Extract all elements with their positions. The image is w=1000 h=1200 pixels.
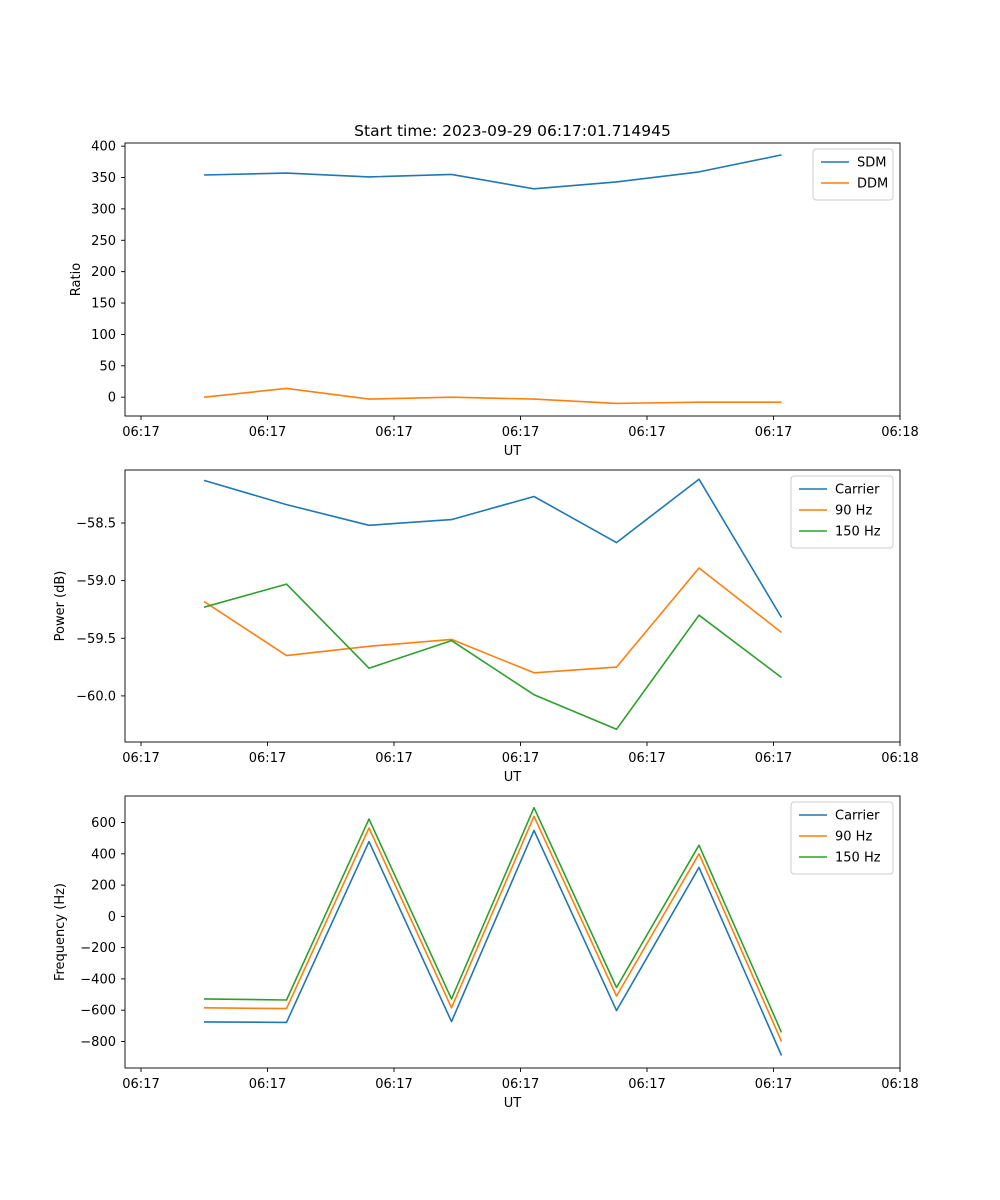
x-tick-label: 06:17 [375, 1077, 412, 1092]
y-tick-label: −60.0 [76, 689, 116, 704]
y-tick-label: 350 [91, 171, 116, 186]
y-tick-label: −800 [80, 1035, 116, 1050]
subplots: 06:17 06:17 06:17 06:17 06:17 06:17 06:18 0 50 10… [53, 140, 919, 1111]
x-tick-label: 06:17 [628, 425, 665, 440]
y-tick-label: 400 [91, 140, 116, 155]
legend: SDM DDM [812, 148, 894, 201]
series-line-ddm [203, 387, 782, 405]
x-tick-label: 06:17 [122, 751, 159, 766]
x-tick-label: 06:17 [249, 425, 286, 440]
x-tick-label: 06:17 [122, 1077, 159, 1092]
subplot-2: 06:17 06:17 06:17 06:17 06:17 06:17 06:18 −60.0… [53, 469, 919, 785]
legend: Carrier 90 Hz 150 Hz [790, 801, 894, 875]
y-tick-label: 600 [91, 816, 116, 831]
x-tick-label: 06:17 [755, 1077, 792, 1092]
y-axis-label: Frequency (Hz) [53, 883, 68, 981]
x-tick-label: 06:17 [628, 1077, 665, 1092]
y-tick-label: 50 [99, 359, 116, 374]
series-line-90-hz [203, 815, 783, 1042]
legend-label: 90 Hz [835, 830, 872, 845]
y-axis-label: Ratio [69, 263, 84, 296]
legend-label: 150 Hz [835, 851, 881, 866]
y-tick-label: −58.5 [76, 517, 116, 532]
y-tick-label: 200 [91, 879, 116, 894]
legend-box [790, 475, 894, 549]
legend-label: 150 Hz [835, 525, 881, 540]
legend-label: Carrier [835, 483, 880, 498]
legend-label: SDM [857, 156, 886, 171]
series-line-carrier [203, 829, 783, 1056]
x-tick-label: 06:17 [249, 751, 286, 766]
y-tick-label: 300 [91, 202, 116, 217]
y-tick-label: −400 [80, 972, 116, 987]
x-tick-label: 06:17 [122, 425, 159, 440]
y-tick-label: −600 [80, 1004, 116, 1019]
y-tick-label: 200 [91, 265, 116, 280]
x-axis-label: UT [504, 444, 522, 459]
legend-label: Carrier [835, 809, 880, 824]
axes-frame [124, 142, 901, 417]
y-tick-label: −59.5 [76, 632, 116, 647]
series-line-carrier [203, 478, 783, 618]
y-tick-label: 100 [91, 328, 116, 343]
axes-frame [124, 795, 901, 1069]
x-tick-label: 06:17 [502, 425, 539, 440]
y-tick-label: 150 [91, 297, 116, 312]
axes-frame [124, 469, 901, 743]
x-axis-label: UT [504, 1096, 522, 1111]
legend: Carrier 90 Hz 150 Hz [790, 475, 894, 549]
x-tick-label: 06:18 [881, 425, 918, 440]
series-line-90-hz [203, 567, 782, 674]
subplot-3: 06:17 06:17 06:17 06:17 06:17 06:17 06:18 −800 −… [53, 795, 919, 1111]
subplot-1: 06:17 06:17 06:17 06:17 06:17 06:17 06:18 0 50 10… [69, 140, 919, 459]
series-line-150-hz [203, 806, 783, 1033]
y-tick-label: −200 [80, 941, 116, 956]
x-axis-label: UT [504, 770, 522, 785]
legend-box [790, 801, 894, 875]
x-tick-label: 06:17 [375, 751, 412, 766]
y-tick-label: −59.0 [76, 574, 116, 589]
x-tick-label: 06:18 [881, 1077, 918, 1092]
series-line-sdm [203, 154, 782, 190]
y-tick-label: 400 [91, 847, 116, 862]
y-tick-label: 0 [108, 910, 116, 925]
x-tick-label: 06:17 [628, 751, 665, 766]
y-tick-label: 250 [91, 234, 116, 249]
y-axis-label: Power (dB) [53, 571, 68, 642]
x-tick-label: 06:18 [881, 751, 918, 766]
x-tick-label: 06:17 [375, 425, 412, 440]
x-tick-label: 06:17 [755, 751, 792, 766]
series-line-150-hz [203, 583, 782, 731]
y-tick-label: 0 [108, 391, 116, 406]
figure-title: Start time: 2023-09-29 06:17:01.714945 [354, 122, 671, 140]
legend-label: 90 Hz [835, 504, 872, 519]
x-tick-label: 06:17 [502, 751, 539, 766]
x-tick-label: 06:17 [502, 1077, 539, 1092]
x-tick-label: 06:17 [755, 425, 792, 440]
x-tick-label: 06:17 [249, 1077, 286, 1092]
legend-label: DDM [857, 177, 888, 192]
